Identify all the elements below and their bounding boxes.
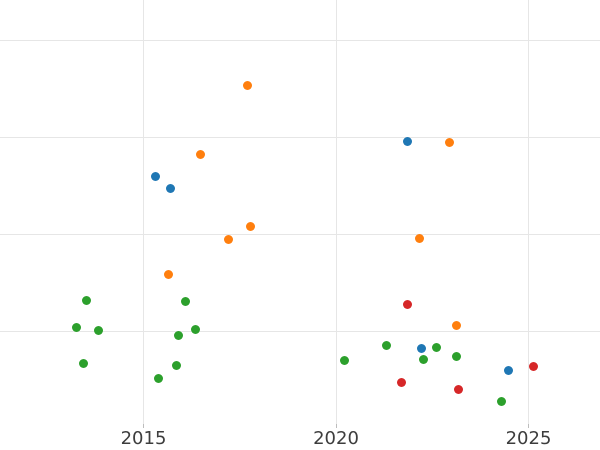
data-point-series-green <box>190 324 200 334</box>
x-tick-label: 2025 <box>505 428 552 449</box>
data-point-series-red <box>397 377 407 387</box>
data-point-series-orange <box>452 320 462 330</box>
y-gridline <box>0 233 600 235</box>
data-point-series-red <box>453 384 463 394</box>
data-point-series-blue <box>166 184 176 194</box>
data-point-series-orange <box>164 270 174 280</box>
data-point-series-orange <box>224 235 234 245</box>
data-point-series-green <box>418 354 428 364</box>
data-point-series-green <box>382 341 392 351</box>
data-point-series-green <box>432 342 442 352</box>
data-point-series-green <box>82 295 92 305</box>
x-gridline <box>143 0 144 424</box>
data-point-series-green <box>173 331 183 341</box>
data-point-series-green <box>172 361 182 371</box>
data-point-series-green <box>78 359 88 369</box>
y-gridline <box>0 330 600 332</box>
x-tick-mark <box>528 424 529 428</box>
data-point-series-green <box>72 322 82 332</box>
x-tick-mark <box>335 424 337 428</box>
y-gridline <box>0 136 600 138</box>
x-gridline <box>335 0 337 424</box>
data-point-series-red <box>528 362 538 372</box>
data-point-series-green <box>154 373 164 383</box>
data-point-series-red <box>403 300 413 310</box>
y-gridline <box>0 40 600 41</box>
data-point-series-orange <box>415 233 425 243</box>
data-point-series-blue <box>503 366 513 376</box>
x-gridline <box>528 0 529 424</box>
x-tick-label: 2015 <box>120 428 167 449</box>
data-point-series-orange <box>444 137 454 147</box>
data-point-series-blue <box>151 171 161 181</box>
data-point-series-green <box>452 351 462 361</box>
data-point-series-blue <box>416 343 426 353</box>
data-point-series-orange <box>243 80 253 90</box>
x-tick-label: 2020 <box>313 428 359 449</box>
plot-area <box>0 0 600 424</box>
data-point-series-orange <box>246 221 256 231</box>
data-point-series-green <box>496 397 506 407</box>
x-tick-mark <box>143 424 144 428</box>
data-point-series-green <box>181 297 191 307</box>
data-point-series-green <box>94 325 104 335</box>
data-point-series-green <box>339 355 349 365</box>
data-point-series-orange <box>195 150 205 160</box>
data-point-series-blue <box>403 136 413 146</box>
